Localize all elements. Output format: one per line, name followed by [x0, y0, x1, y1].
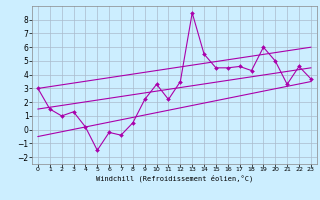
- X-axis label: Windchill (Refroidissement éolien,°C): Windchill (Refroidissement éolien,°C): [96, 175, 253, 182]
